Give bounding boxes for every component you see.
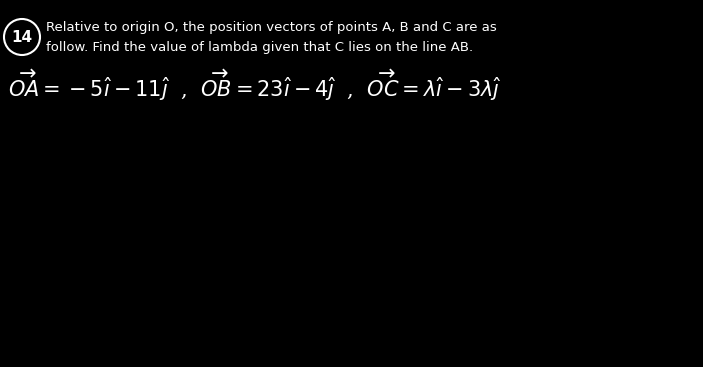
Text: $\overrightarrow{OA} = -5\hat{\imath} - 11\hat{\jmath}$  ,  $\overrightarrow{OB}: $\overrightarrow{OA} = -5\hat{\imath} - … — [8, 67, 502, 103]
Text: 14: 14 — [11, 29, 32, 44]
Text: follow. Find the value of lambda given that C lies on the line AB.: follow. Find the value of lambda given t… — [46, 40, 473, 54]
Text: Relative to origin O, the position vectors of points A, B and C are as: Relative to origin O, the position vecto… — [46, 21, 497, 33]
